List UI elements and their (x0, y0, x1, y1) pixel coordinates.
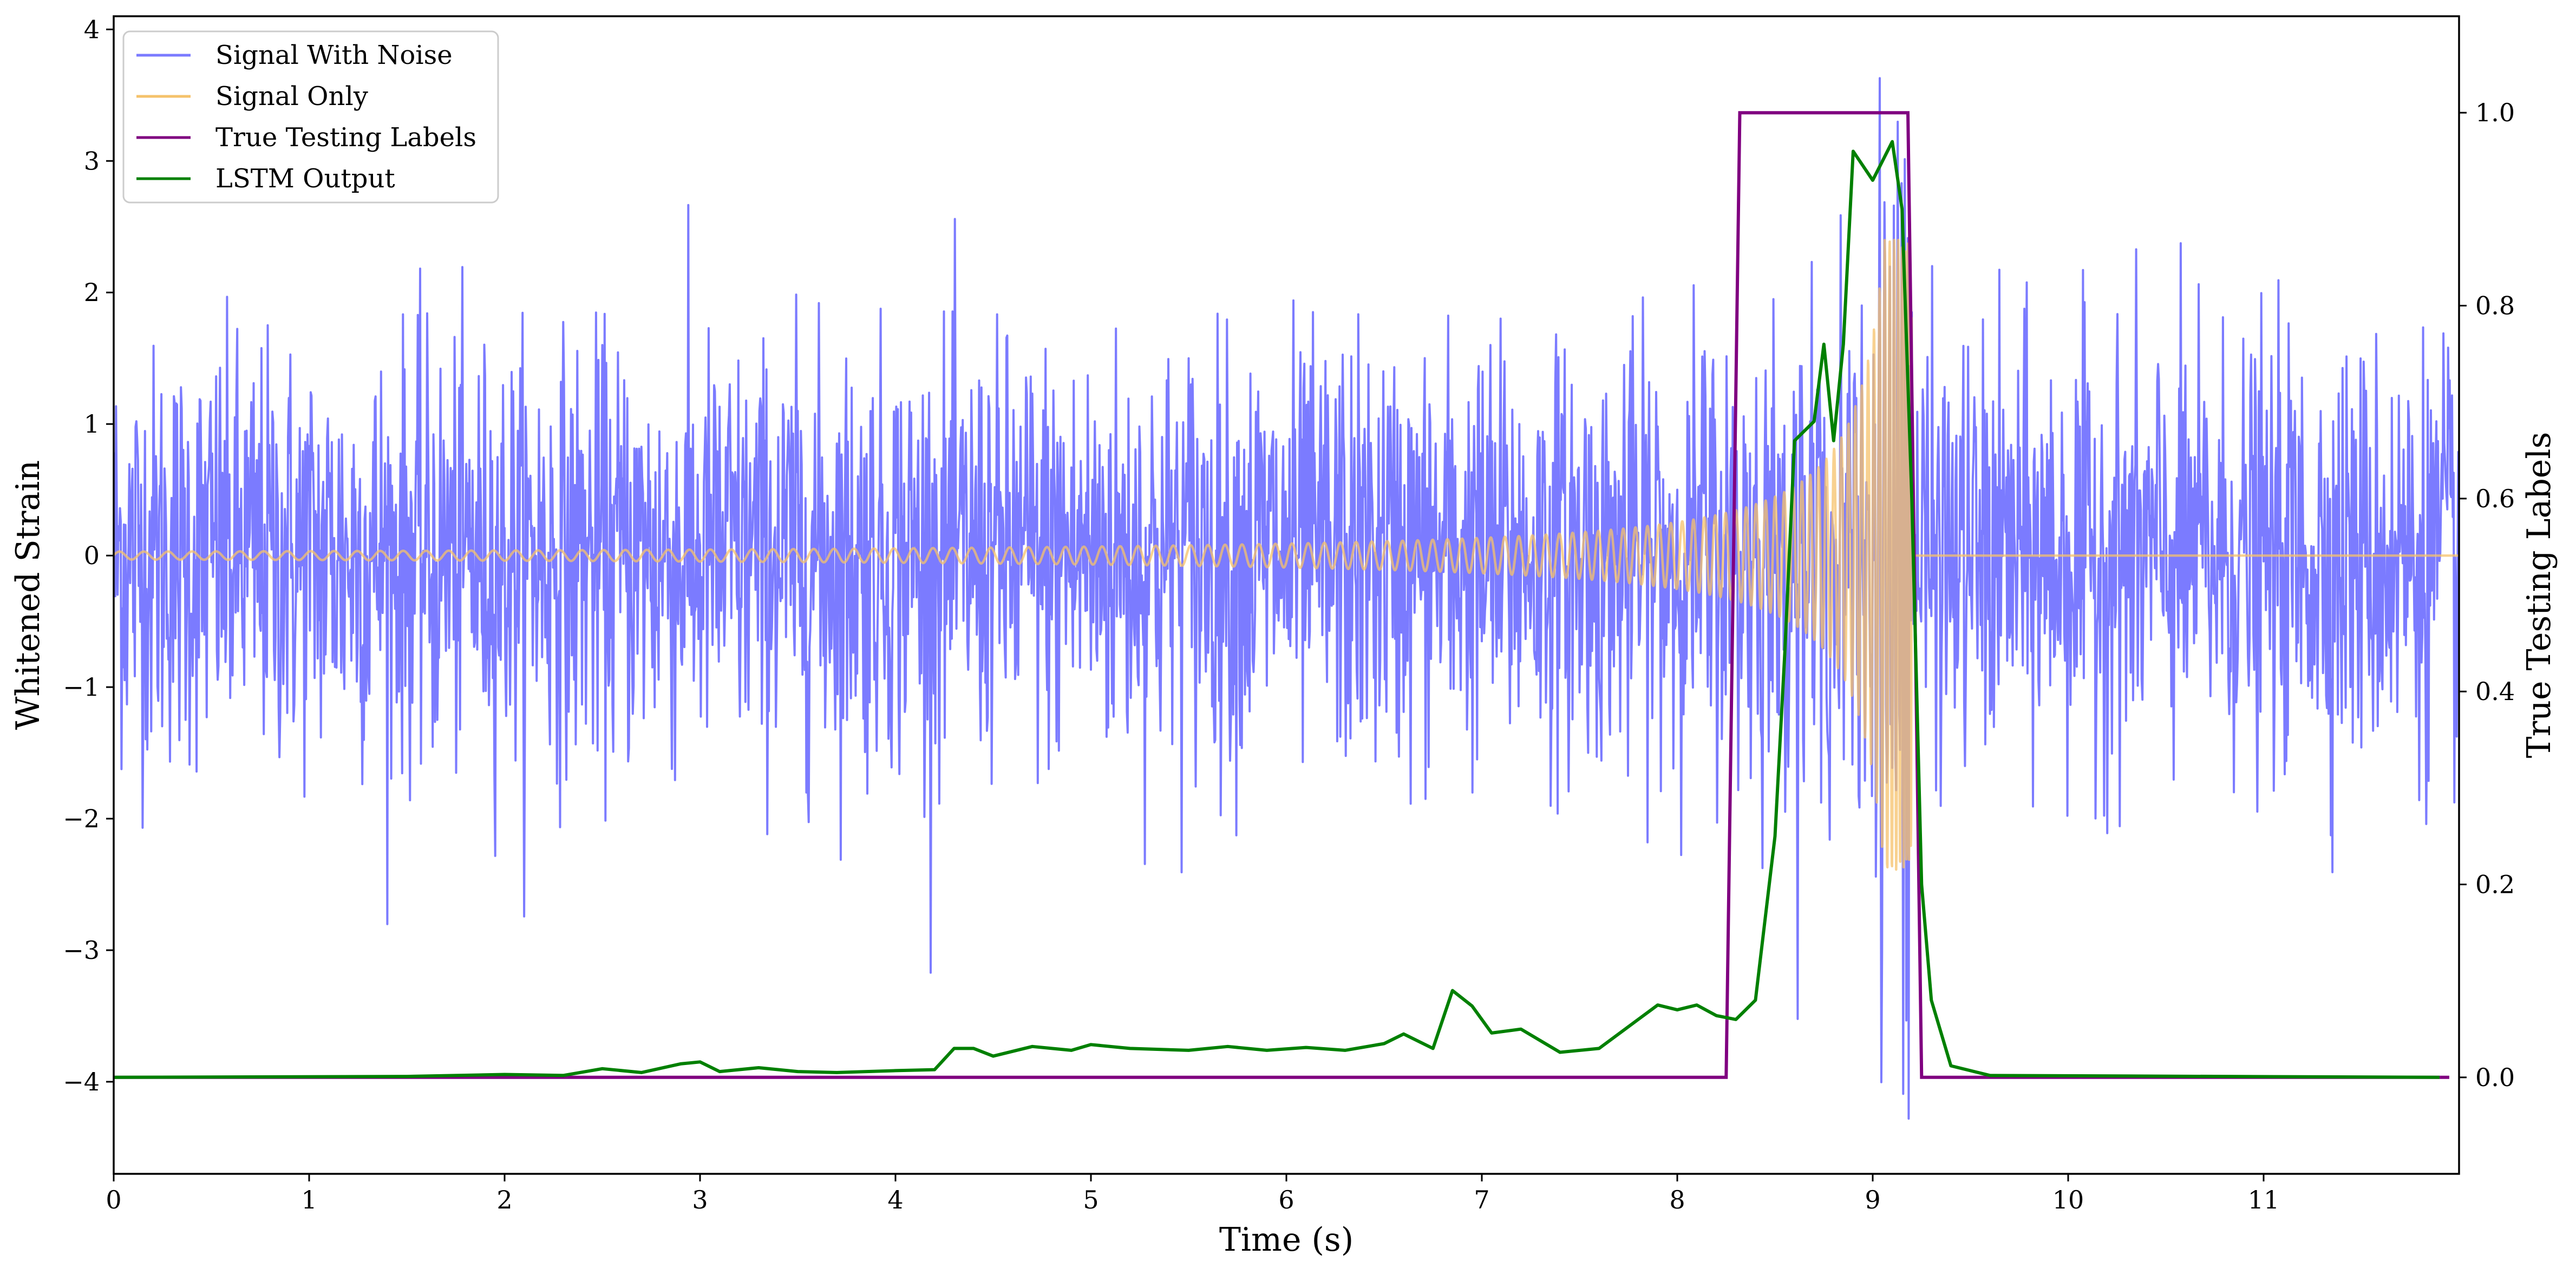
legend: Signal With Noise Signal Only True Testi… (122, 30, 499, 204)
y2-tick-label: 0.0 (2475, 1063, 2515, 1092)
x-tick-label: 1 (301, 1185, 317, 1214)
y-axis-label: Whitened Strain (9, 460, 47, 730)
x-tick-label: 3 (692, 1185, 708, 1214)
x-tick-label: 8 (1669, 1185, 1685, 1214)
x-tick-label: 9 (1865, 1185, 1880, 1214)
y-tick-label: −2 (63, 804, 100, 833)
x-tick-label: 5 (1083, 1185, 1099, 1214)
y2-axis-label: True Testing Labels (2520, 432, 2558, 759)
y-tick-label: −4 (63, 1067, 100, 1096)
y-tick-label: 0 (84, 541, 100, 570)
signal-with-noise-line (114, 77, 2459, 1120)
y2-tick-label: 0.4 (2475, 677, 2515, 706)
y2-tick-label: 1.0 (2475, 98, 2515, 127)
x-tick-label: 6 (1278, 1185, 1294, 1214)
x-tick-label: 0 (106, 1185, 121, 1214)
x-tick-label: 10 (2052, 1185, 2084, 1214)
legend-label-signal-only: Signal Only (215, 81, 368, 112)
x-axis-ticks: 0 1 2 3 4 5 6 7 8 9 10 11 (106, 1174, 2279, 1214)
legend-label-signal-with-noise: Signal With Noise (215, 40, 453, 70)
plot-area (114, 77, 2459, 1120)
y-axis-ticks: −4 −3 −2 −1 0 1 2 3 4 (63, 15, 114, 1096)
y-tick-label: 3 (84, 146, 100, 175)
x-tick-label: 11 (2248, 1185, 2280, 1214)
x-axis-label: Time (s) (1219, 1221, 1354, 1259)
legend-label-lstm-output: LSTM Output (215, 164, 395, 194)
y2-tick-label: 0.6 (2475, 484, 2515, 513)
lstm-output-line (114, 140, 2440, 1079)
y2-tick-label: 0.2 (2475, 870, 2515, 899)
y-tick-label: 4 (84, 15, 100, 44)
y2-tick-label: 0.8 (2475, 291, 2515, 321)
legend-label-true-testing-labels: True Testing Labels (215, 122, 476, 153)
y-tick-label: −3 (63, 936, 100, 965)
legend-box (122, 30, 499, 204)
signal-only-line (114, 238, 2459, 871)
x-tick-label: 2 (496, 1185, 512, 1214)
y-tick-label: −1 (63, 672, 100, 702)
y-tick-label: 1 (84, 409, 100, 439)
x-tick-label: 4 (887, 1185, 903, 1214)
y-tick-label: 2 (84, 278, 100, 307)
x-tick-label: 7 (1474, 1185, 1489, 1214)
true-testing-labels-line (114, 111, 2449, 1079)
y2-axis-ticks: 0.0 0.2 0.4 0.6 0.8 1.0 (2459, 98, 2515, 1092)
